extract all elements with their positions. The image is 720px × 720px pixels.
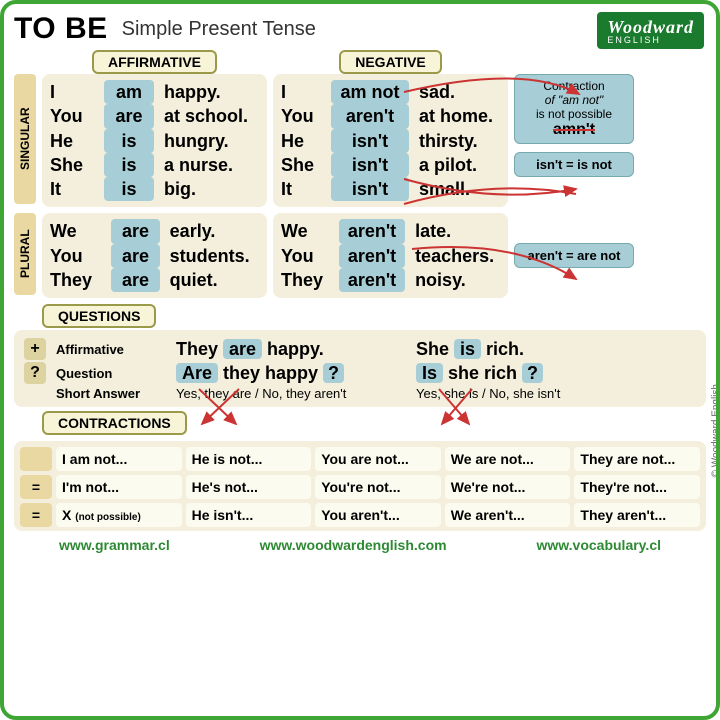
page-subtitle: Simple Present Tense (122, 18, 316, 41)
footer-url-3: www.vocabulary.cl (537, 537, 662, 553)
neg-pl-panel: Wearen'tlate.Youaren'tteachers.Theyaren'… (273, 213, 508, 298)
singular-label: SINGULAR (14, 74, 36, 204)
aff-pl-panel: Weareearly.Youarestudents.Theyarequiet. (42, 213, 267, 298)
callout-arent: aren't = are not (514, 243, 634, 268)
contractions-block: I am not...He is not...You are not...We … (14, 441, 706, 531)
footer-url-2: www.woodwardenglish.com (260, 537, 447, 553)
footer-url-1: www.grammar.cl (59, 537, 170, 553)
affirmative-pill: AFFIRMATIVE (92, 50, 217, 74)
plural-label: PLURAL (14, 213, 36, 295)
aff-sing-panel: Iamhappy.Youareat school.Heishungry.Shei… (42, 74, 267, 207)
footer-links: www.grammar.cl www.woodwardenglish.com w… (14, 537, 706, 553)
callout-isnt: isn't = is not (514, 152, 634, 177)
plural-row: PLURAL Weareearly.Youarestudents.Theyare… (14, 213, 706, 298)
neg-sing-panel: Iam notsad.Youaren'tat home.Heisn'tthirs… (273, 74, 508, 207)
callouts2: aren't = are not (514, 213, 634, 298)
brand-logo: Woodward ENGLISH (597, 12, 704, 49)
infographic-frame: TO BE Simple Present Tense Woodward ENGL… (0, 0, 720, 720)
page-title: TO BE (14, 12, 108, 46)
contractions-header: CONTRACTIONS (42, 411, 706, 435)
singular-row: SINGULAR Iamhappy.Youareat school.Heishu… (14, 74, 706, 207)
questions-block: + Affirmative They are happy. She is ric… (14, 330, 706, 407)
questions-header: QUESTIONS (42, 304, 706, 328)
callouts: Contraction of "am not" is not possible … (514, 74, 634, 207)
question-icon: ? (24, 362, 46, 384)
logo-line1: Woodward (607, 18, 694, 36)
negative-pill: NEGATIVE (339, 50, 442, 74)
plus-icon: + (24, 338, 46, 360)
copyright: © Woodward English (710, 384, 720, 477)
logo-line2: ENGLISH (607, 36, 694, 45)
column-headers: AFFIRMATIVE NEGATIVE (42, 50, 706, 74)
callout-amnt: Contraction of "am not" is not possible … (514, 74, 634, 144)
